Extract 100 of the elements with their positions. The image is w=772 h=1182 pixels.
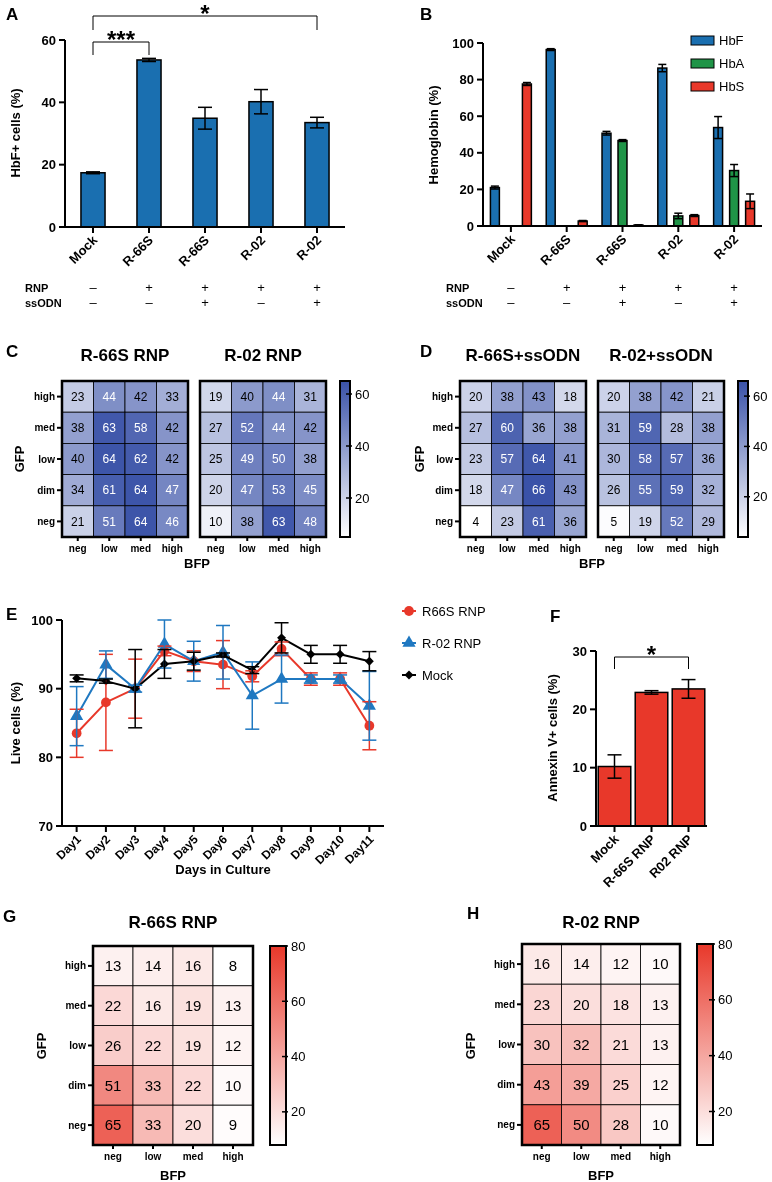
y-tick-label: high: [493, 958, 515, 970]
x-tick-label: med: [610, 1151, 632, 1162]
x-axis-title: BFP: [588, 1168, 615, 1182]
data-label: 9: [228, 1116, 238, 1134]
x-tick-label: neg: [466, 543, 485, 554]
color-bar-label: 40: [753, 438, 768, 454]
y-tick-label: dim: [68, 1079, 87, 1091]
data-label: 38: [638, 389, 653, 404]
text: +: [730, 295, 738, 310]
x-tick-label: neg: [206, 543, 225, 554]
text: –: [674, 295, 683, 310]
data-label: 44: [272, 389, 286, 404]
data-label: 64: [134, 514, 148, 529]
chart-title: R-66S RNP: [128, 913, 218, 932]
y-axis-title: Live cells (%): [8, 681, 23, 765]
data-label: 12: [224, 1036, 242, 1054]
y-tick-label: neg: [37, 515, 55, 527]
text: H: [467, 904, 480, 923]
data-label: 43: [532, 389, 546, 404]
data-label: 41: [563, 452, 578, 467]
data-label: 16: [533, 955, 551, 973]
text: B: [420, 5, 433, 24]
legend-label: R-02 RNP: [422, 635, 482, 651]
data-label: 58: [134, 421, 148, 435]
y-tick-label: 70: [38, 818, 53, 834]
data-label: 26: [104, 1036, 122, 1054]
data-label: 28: [612, 1116, 630, 1134]
y-tick-label: med: [34, 422, 55, 434]
color-bar-label: 20: [291, 1104, 306, 1120]
data-label: 65: [104, 1116, 122, 1134]
data-label: 38: [563, 421, 578, 435]
data-label: 64: [532, 452, 546, 467]
data-label: 50: [272, 452, 286, 467]
data-label: 59: [670, 483, 684, 498]
chart-title: R-66S RNP: [80, 346, 170, 365]
x-tick-label: low: [144, 1151, 162, 1162]
text: +: [201, 295, 209, 310]
text: –: [563, 295, 572, 310]
data-label: 39: [572, 1075, 590, 1093]
text: A: [6, 5, 19, 24]
data-label: 66: [532, 483, 546, 498]
data-label: 20: [209, 483, 223, 498]
x-axis-title: BFP: [160, 1168, 187, 1182]
y-tick-label: neg: [497, 1119, 515, 1131]
color-bar-label: 60: [355, 386, 370, 402]
color-bar-label: 20: [355, 490, 370, 506]
data-label: 58: [638, 452, 653, 467]
data-label: 22: [144, 1036, 162, 1054]
text: +: [257, 280, 265, 295]
y-tick-label: 90: [38, 681, 53, 697]
y-axis-title: Hemoglobin (%): [426, 85, 441, 185]
color-bar-label: 60: [291, 993, 306, 1009]
y-tick-label: dim: [497, 1079, 516, 1091]
data-label: 22: [184, 1076, 202, 1094]
x-tick-label: high: [697, 543, 719, 554]
text: +: [618, 295, 627, 310]
y-tick-label: 40: [459, 145, 474, 161]
data-label: 38: [240, 514, 255, 529]
data-label: 10: [209, 514, 223, 529]
legend-label: HbF: [719, 32, 744, 48]
y-tick-label: 20: [572, 701, 587, 717]
data-label: 65: [533, 1116, 551, 1134]
data-label: 32: [701, 483, 716, 498]
y-tick-label: 10: [572, 760, 587, 776]
data-label: 29: [701, 514, 716, 529]
text: +: [201, 280, 209, 295]
text: –: [507, 280, 516, 295]
data-label: 44: [102, 389, 117, 404]
x-tick-label: low: [636, 543, 654, 554]
data-label: 48: [303, 514, 318, 529]
data-label: 18: [469, 483, 483, 498]
data-label: 61: [532, 514, 546, 529]
data-label: 42: [670, 389, 684, 404]
data-label: 13: [224, 996, 242, 1014]
chart-title: R-66S+ssODN: [465, 346, 581, 365]
data-label: 33: [144, 1116, 162, 1134]
x-tick-label: med: [182, 1151, 204, 1162]
data-label: 13: [651, 1035, 669, 1053]
y-tick-label: 20: [459, 181, 474, 197]
text: +: [674, 280, 683, 295]
x-tick-label: med: [130, 543, 152, 554]
y-tick-label: 0: [48, 219, 56, 235]
data-label: 31: [303, 389, 318, 404]
data-label: 59: [638, 421, 653, 435]
data-label: 62: [134, 452, 148, 467]
data-label: 40: [240, 389, 255, 404]
text: E: [6, 605, 18, 624]
y-axis-title: Annexin V+ cells (%): [545, 674, 560, 802]
text: –: [507, 295, 516, 310]
chart-title: R-02 RNP: [562, 913, 640, 932]
text: +: [313, 280, 321, 295]
data-label: 27: [209, 421, 223, 435]
x-tick-label: high: [161, 543, 183, 554]
data-label: 23: [469, 452, 483, 467]
data-label: 31: [607, 421, 621, 435]
data-label: 34: [71, 483, 85, 498]
data-label: 23: [533, 995, 551, 1013]
color-bar-label: 20: [753, 489, 768, 505]
text: ssODN: [446, 297, 483, 309]
data-label: 33: [165, 389, 180, 404]
